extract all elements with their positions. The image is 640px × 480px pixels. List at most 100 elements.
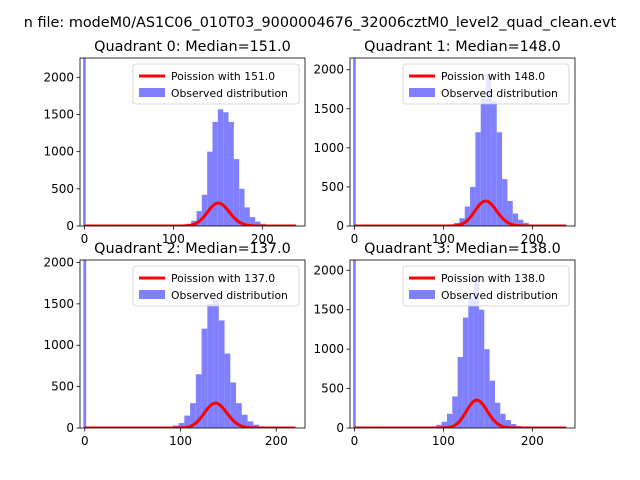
histogram-bar	[207, 303, 214, 428]
histogram-bar	[253, 424, 260, 428]
histogram-bar	[239, 188, 245, 226]
histogram-bar	[223, 112, 229, 226]
histogram-bar	[190, 403, 196, 428]
histogram-bar	[178, 423, 185, 428]
legend-swatch-observed	[409, 88, 435, 97]
legend-label-poisson: Poission with 148.0	[441, 70, 545, 83]
legend-label-poisson: Poission with 137.0	[171, 272, 275, 285]
y-tick-label: 0	[66, 421, 74, 435]
legend-swatch-observed	[409, 290, 435, 299]
x-tick-label: 200	[265, 434, 288, 448]
histogram-bar	[241, 414, 248, 428]
histogram-bar	[236, 403, 242, 428]
x-tick-label: 0	[351, 434, 359, 448]
y-tick-label: 0	[66, 219, 74, 233]
histogram-bar	[212, 121, 218, 226]
histogram-bar	[230, 382, 237, 428]
histogram-bar	[452, 396, 458, 428]
histogram-bar	[233, 159, 240, 226]
histogram-bar	[496, 132, 503, 226]
figure-suptitle: n file: modeM0/AS1C06_010T03_9000004676_…	[24, 15, 617, 31]
legend-label-observed: Observed distribution	[441, 289, 558, 302]
histogram-bar	[484, 349, 490, 428]
histogram-bar	[184, 415, 191, 428]
axes-frame	[349, 259, 576, 429]
legend-box	[132, 63, 300, 105]
histogram-bar	[523, 222, 529, 226]
x-tick-label: 100	[169, 434, 192, 448]
histogram-bar	[464, 206, 471, 226]
x-tick-label: 100	[432, 434, 455, 448]
legend: Poission with 137.0 Observed distribution	[132, 265, 300, 307]
histogram-bar	[486, 73, 492, 226]
histogram-bar-spike	[353, 58, 356, 226]
subplot-title: Quadrant 0: Median=151.0	[94, 39, 291, 55]
histogram-bar-spike	[353, 260, 356, 428]
histogram-bar	[480, 97, 487, 226]
histogram-bar	[502, 179, 508, 226]
legend-box	[402, 63, 570, 105]
histogram-bar	[512, 213, 519, 226]
legend-label-observed: Observed distribution	[171, 87, 288, 100]
axes-frame	[349, 57, 576, 227]
y-tick-label: 1000	[313, 342, 344, 356]
x-tick-label: 200	[521, 232, 544, 246]
histogram-bar	[507, 200, 513, 226]
histogram-bar	[207, 151, 213, 226]
histogram-bar	[500, 413, 506, 428]
y-tick-label: 1500	[313, 102, 344, 116]
subplot-title: Quadrant 1: Median=148.0	[364, 39, 561, 55]
histogram-bar	[255, 221, 261, 226]
histogram-bar	[441, 421, 447, 428]
legend: Poission with 148.0 Observed distribution	[402, 63, 570, 105]
histogram-bar	[475, 132, 481, 226]
y-tick-label: 0	[336, 421, 344, 435]
y-tick-label: 500	[51, 182, 74, 196]
y-tick-label: 500	[321, 180, 344, 194]
legend-swatch-observed	[139, 88, 165, 97]
histogram-bar	[478, 309, 485, 428]
y-tick-label: 1500	[43, 297, 74, 311]
histogram-bar	[457, 357, 463, 428]
legend-swatch-observed	[139, 290, 165, 299]
legend: Poission with 138.0 Observed distribution	[402, 265, 570, 307]
poisson-curve	[83, 201, 297, 226]
histogram-bar	[195, 374, 202, 428]
legend-label-poisson: Poission with 138.0	[441, 272, 545, 285]
legend-box	[132, 265, 300, 307]
histogram-bar	[249, 217, 256, 226]
subplot-title: Quadrant 2: Median=137.0	[94, 241, 291, 257]
y-tick-label: 2000	[43, 255, 74, 269]
x-tick-label: 200	[521, 434, 544, 448]
axes-frame	[79, 259, 306, 429]
histogram-bar	[224, 353, 231, 428]
y-tick-label: 1500	[313, 303, 344, 317]
histogram-bar	[436, 424, 442, 428]
histogram-bar	[489, 380, 495, 428]
plot-area	[353, 260, 567, 428]
plot-area	[353, 58, 567, 226]
x-tick-label: 100	[162, 232, 185, 246]
histogram-bar	[446, 413, 453, 428]
histogram-bar	[201, 328, 208, 428]
histogram-bar-spike	[83, 58, 86, 226]
histogram-bar	[196, 211, 202, 226]
histogram-bar	[247, 421, 254, 428]
poisson-curve	[353, 398, 567, 428]
histogram-bar	[505, 420, 511, 428]
subplot-title: Quadrant 3: Median=138.0	[364, 241, 561, 257]
legend-label-poisson: Poission with 151.0	[171, 70, 275, 83]
histogram-bar-spike	[83, 260, 87, 428]
x-tick-label: 0	[81, 434, 89, 448]
histogram-bar	[473, 274, 479, 428]
y-tick-label: 1500	[43, 107, 74, 121]
legend-box	[402, 265, 570, 307]
histogram-bar	[218, 320, 225, 428]
histogram-bar	[510, 424, 517, 428]
histogram-bar	[462, 317, 469, 428]
histogram-bar	[491, 100, 497, 226]
